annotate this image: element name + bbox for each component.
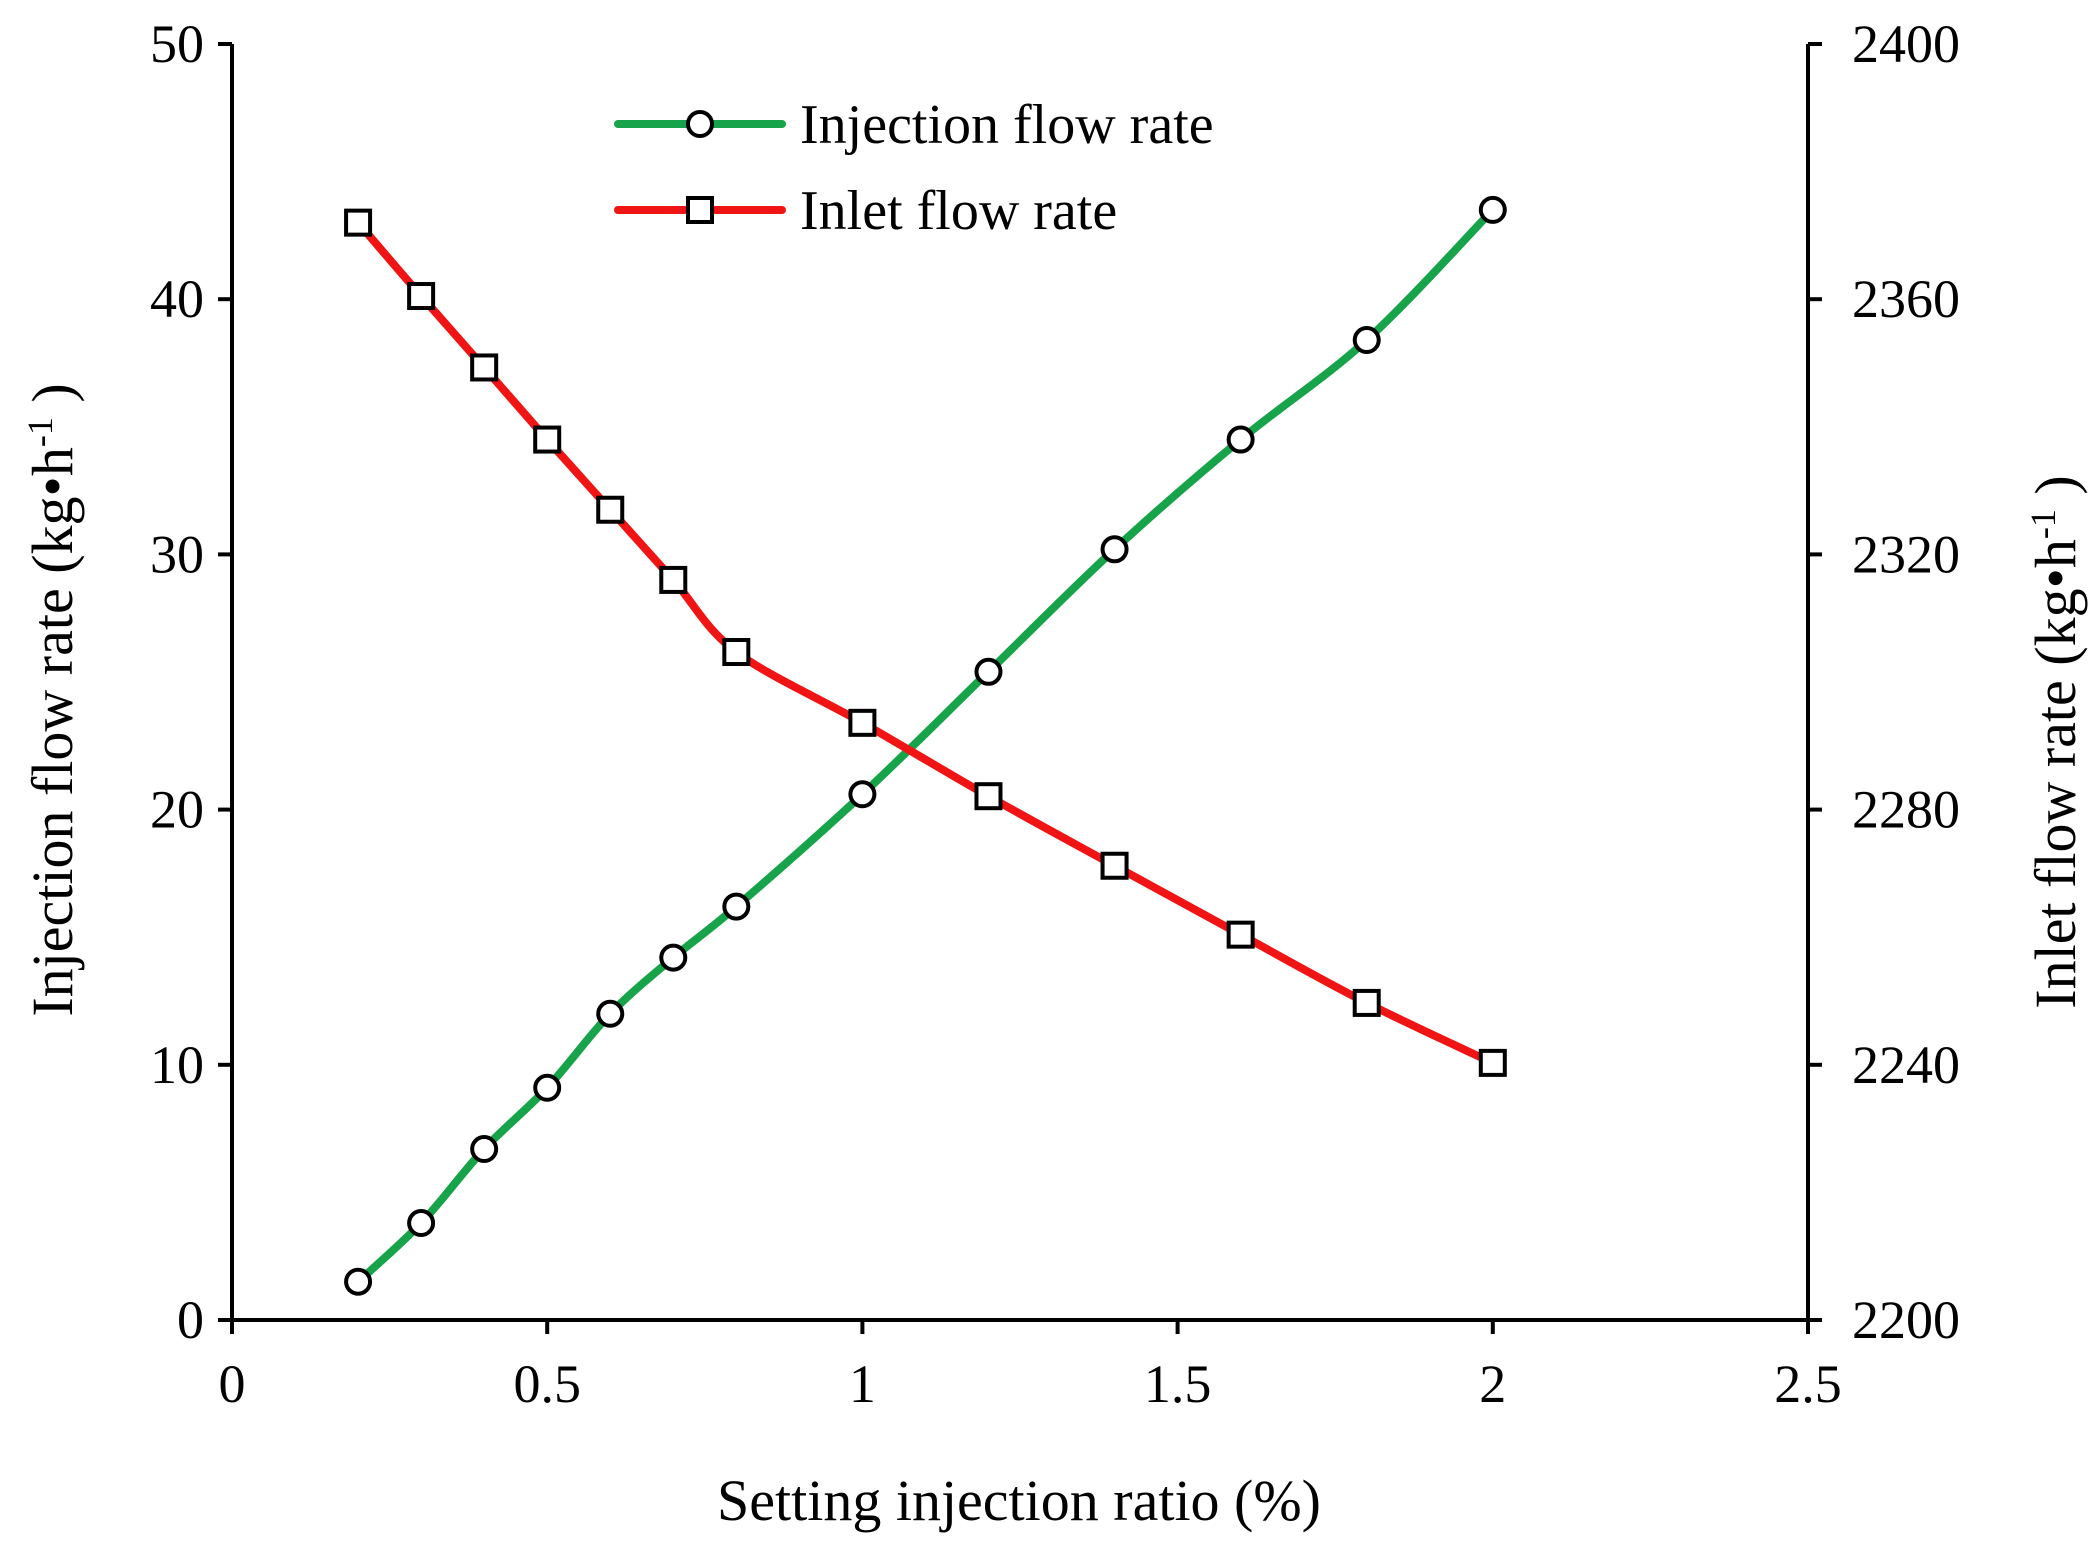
y2-axis-title-end: ) [2023,475,2088,509]
y-axis-title-main: Injection flow rate (kg•h [20,447,85,1017]
y2-tick-label: 2360 [1852,269,1960,329]
axes-layer: 0 0.5 1 1.5 2 2.5 0 10 20 30 40 50 2200 2240 2280 2320 2… [150,14,1960,1414]
data-point-circle [722,892,751,921]
data-point-square [1100,851,1129,880]
data-point-circle [974,657,1003,686]
data-point-square [596,495,625,524]
data-point-circle [596,999,625,1028]
data-point-square [533,425,562,454]
legend-label: Inlet flow rate [800,180,1117,242]
x-tick-label: 0 [219,1354,246,1414]
data-point-square [407,282,436,311]
y-axis-title: Injection flow rate (kg•h-1 ) [20,383,85,1016]
data-point-square [1226,920,1255,949]
data-point-circle [1100,535,1129,564]
y-tick-label: 10 [150,1035,204,1095]
y2-axis-title: Inlet flow rate (kg•h-1 ) [2023,475,2088,1008]
series-line [354,205,1497,1286]
y2-axis-title-superscript: -1 [2023,509,2063,539]
data-point-circle [470,1135,499,1164]
data-point-square [470,353,499,382]
y2-tick-label: 2400 [1852,14,1960,74]
y-tick-label: 20 [150,780,204,840]
series-inlet-flow-rate [344,208,1507,1077]
y2-tick-label: 2280 [1852,780,1960,840]
data-point-circle [659,943,688,972]
data-point-square [659,565,688,594]
x-tick-label: 1.5 [1144,1354,1212,1414]
y-tick-label: 40 [150,269,204,329]
legend: Injection flow rate Inlet flow rate [614,94,1214,242]
legend-entry: Injection flow rate [614,94,1214,156]
data-point-circle [1478,195,1507,224]
data-point-circle [533,1073,562,1102]
x-tick-label: 2 [1479,1354,1506,1414]
legend-label: Injection flow rate [800,94,1214,156]
series-injection-flow-rate [344,195,1507,1296]
data-point-circle [1352,326,1381,355]
y2-tick-label: 2200 [1852,1290,1960,1350]
y-tick-label: 50 [150,14,204,74]
y-tick-label: 30 [150,524,204,584]
x-tick-label: 2.5 [1774,1354,1842,1414]
data-point-circle [407,1209,436,1238]
data-point-square [1352,988,1381,1017]
y-axis-title-superscript: -1 [20,417,60,447]
data-point-square [848,708,877,737]
x-tick-label: 0.5 [513,1354,581,1414]
data-point-square [722,638,751,667]
legend-swatch-square [686,196,714,224]
series-layer [344,195,1507,1296]
x-axis-title: Setting injection ratio (%) [717,1468,1321,1533]
y2-axis-title-main: Inlet flow rate (kg•h [2023,539,2088,1009]
data-point-square [344,208,373,237]
data-point-square [974,782,1003,811]
y2-tick-label: 2240 [1852,1035,1960,1095]
data-point-circle [1226,425,1255,454]
y-axis-title-end: ) [20,383,85,417]
data-point-circle [344,1267,373,1296]
data-point-square [1478,1048,1507,1077]
series-line [354,218,1497,1067]
y2-tick-label: 2320 [1852,524,1960,584]
legend-entry: Inlet flow rate [614,180,1117,242]
data-point-circle [848,780,877,809]
y-tick-label: 0 [177,1290,204,1350]
x-tick-label: 1 [849,1354,876,1414]
legend-swatch-circle [686,110,714,138]
